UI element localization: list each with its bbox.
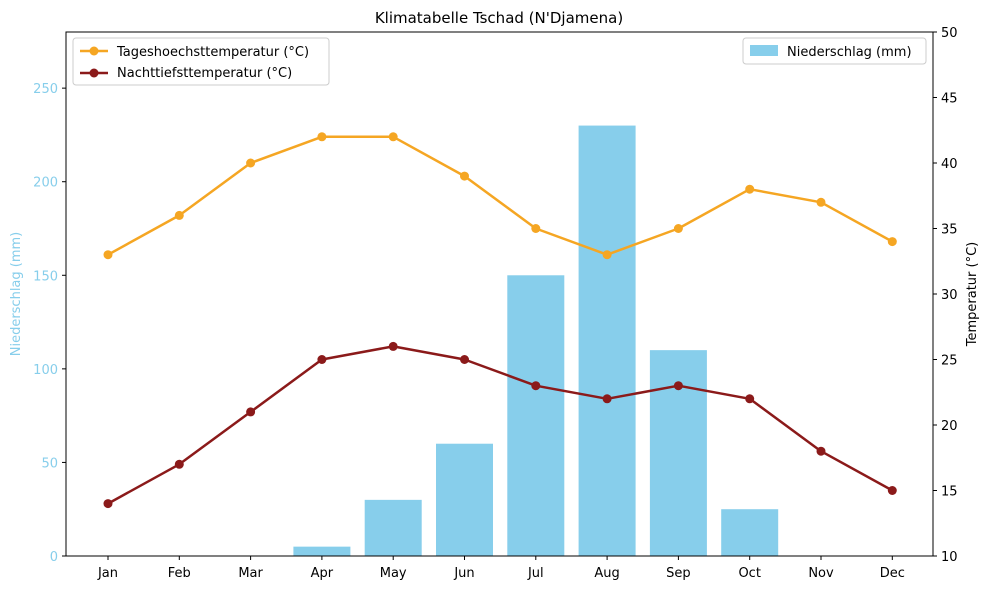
x-tick-label: May (380, 566, 407, 581)
legend-marker-max-temp (89, 46, 99, 56)
precipitation-bars (293, 125, 779, 557)
min-temp-point-jul (531, 381, 541, 391)
y-left-tick-label: 250 (33, 82, 58, 97)
legend-label-max-temp: Tageshoechsttemperatur (°C) (116, 45, 309, 60)
y-right-tick-label: 20 (941, 419, 958, 434)
precipitation-bar-jul (507, 275, 565, 556)
min-temp-point-jan (103, 499, 113, 509)
max-temp-point-feb (174, 210, 184, 220)
y-left-tick-label: 50 (41, 456, 58, 471)
x-tick-label: Nov (808, 566, 834, 581)
y-axis-left: 0 50 100 150 200 250 (33, 82, 66, 565)
y-left-tick-label: 100 (33, 363, 58, 378)
max-temp-point-sep (673, 224, 683, 233)
min-temp-point-may (388, 341, 398, 351)
x-axis: Jan Feb Mar Apr May Jun Jul Aug Sep Oct Nov Dec (97, 556, 905, 581)
max-temp-line (107, 135, 893, 256)
legend-temperature-box (72, 37, 330, 86)
x-tick-label: Sep (666, 566, 691, 581)
max-temp-point-jan (103, 250, 113, 260)
legend-label-min-temp: Nachttiefsttemperatur (°C) (117, 66, 292, 81)
min-temp-point-oct (745, 394, 755, 404)
y-left-tick-label: 200 (33, 176, 58, 191)
x-tick-label: Oct (738, 566, 760, 581)
max-temp-point-may (388, 132, 398, 142)
x-tick-label: Dec (880, 566, 905, 581)
max-temp-point-oct (745, 184, 755, 194)
max-temp-point-jun (460, 171, 469, 181)
precipitation-bar-oct (721, 509, 779, 556)
min-temp-point-feb (174, 459, 184, 469)
max-temp-point-aug (602, 250, 612, 260)
y-axis-right: 10 15 20 25 30 35 40 45 50 (933, 26, 958, 565)
x-tick-label: Feb (168, 566, 191, 581)
y-right-tick-label: 10 (941, 550, 958, 565)
precipitation-bar-sep (649, 350, 707, 556)
x-tick-label: Jan (97, 566, 118, 581)
y-axis-right-title: Temperatur (°C) (965, 242, 980, 348)
max-temp-point-nov (816, 197, 826, 207)
min-temp-point-aug (602, 394, 612, 404)
plot-frame (65, 31, 934, 557)
precipitation-bar-aug (578, 125, 636, 557)
min-temp-point-mar (246, 407, 256, 417)
min-temp-point-nov (816, 446, 826, 456)
temperature-lines (103, 132, 897, 509)
legend-label-precipitation: Niederschlag (mm) (787, 45, 912, 60)
legend-marker-min-temp (89, 68, 99, 78)
min-temp-line (107, 345, 893, 505)
legend-precipitation: Niederschlag (mm) (742, 37, 927, 65)
min-temp-point-sep (673, 381, 683, 391)
y-right-tick-label: 35 (941, 223, 958, 238)
y-right-tick-label: 50 (941, 26, 958, 41)
min-temp-point-apr (317, 355, 327, 364)
max-temp-point-mar (246, 158, 256, 168)
y-axis-left-title: Niederschlag (mm) (9, 232, 24, 357)
x-tick-label: Jun (453, 566, 474, 581)
y-left-tick-label: 150 (33, 269, 58, 284)
min-temp-point-dec (887, 486, 897, 495)
y-right-tick-label: 15 (941, 485, 958, 500)
legend-precipitation-box (742, 37, 927, 65)
x-tick-label: Mar (238, 566, 263, 581)
x-tick-label: Jul (527, 566, 544, 581)
legend-temperature: Tageshoechsttemperatur (°C) Nachttiefstt… (72, 37, 330, 86)
precipitation-bar-apr (293, 546, 351, 556)
max-temp-point-apr (317, 132, 327, 142)
precipitation-bar-may (364, 499, 422, 556)
y-left-tick-label: 0 (50, 550, 58, 565)
y-right-tick-label: 45 (941, 92, 958, 107)
chart-title: Klimatabelle Tschad (N'Djamena) (375, 9, 623, 27)
precipitation-bar-jun (436, 443, 493, 556)
y-right-tick-label: 30 (941, 288, 958, 303)
y-right-tick-label: 25 (941, 354, 958, 369)
min-temp-point-jun (460, 355, 469, 364)
y-right-tick-label: 40 (941, 157, 958, 172)
legend-swatch-precipitation (750, 45, 778, 56)
max-temp-point-dec (887, 237, 897, 247)
x-tick-label: Aug (594, 566, 619, 581)
max-temp-point-jul (531, 224, 541, 233)
x-tick-label: Apr (311, 566, 334, 581)
